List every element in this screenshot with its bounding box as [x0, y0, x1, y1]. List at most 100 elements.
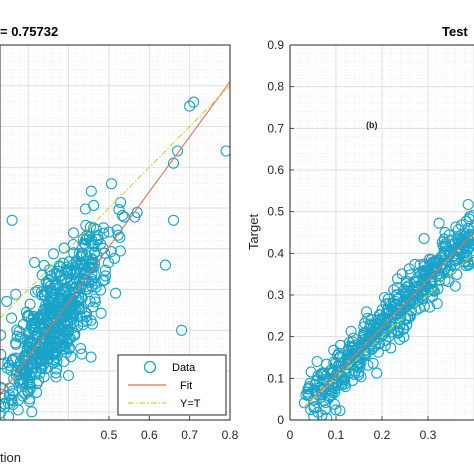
data-point — [115, 196, 127, 208]
data-point — [431, 298, 443, 310]
data-point-outlier — [176, 324, 188, 336]
data-point — [56, 337, 68, 349]
data-point — [102, 257, 115, 269]
data-point — [31, 386, 43, 398]
data-point — [37, 308, 49, 320]
data-point — [28, 324, 40, 336]
data-point — [66, 265, 78, 277]
data-point — [463, 213, 474, 225]
data-point — [88, 240, 100, 252]
data-point — [103, 226, 115, 238]
data-point — [353, 366, 365, 378]
data-point — [99, 270, 112, 282]
data-point — [397, 295, 410, 307]
data-point — [108, 252, 121, 264]
data-point — [32, 284, 44, 297]
data-point — [316, 368, 328, 380]
data-point — [0, 388, 7, 400]
legend-data-label: Data — [172, 362, 196, 374]
data-point — [62, 325, 74, 337]
data-point — [467, 209, 474, 221]
data-point — [40, 276, 52, 288]
panel-a: 0.5 0.6 0.7 0.8 = 0.75732 tion Data Fit Y=T — [0, 24, 239, 465]
data-point — [329, 387, 341, 399]
data-point — [23, 337, 35, 349]
data-point — [10, 352, 22, 364]
y-tick-label: 0.6 — [267, 163, 284, 177]
data-point — [87, 301, 99, 313]
data-point — [379, 339, 391, 351]
data-point — [433, 217, 445, 229]
data-point — [47, 348, 59, 360]
data-point — [403, 263, 415, 275]
data-point — [50, 371, 62, 383]
fit-line — [0, 81, 230, 396]
data-point — [338, 373, 351, 386]
data-point — [358, 321, 370, 333]
data-point — [43, 309, 55, 322]
data-point — [323, 392, 335, 404]
x-tick-label: 0.7 — [181, 428, 198, 442]
data-point — [462, 198, 474, 211]
data-point — [385, 342, 397, 354]
data-point — [418, 265, 430, 277]
data-point — [88, 269, 100, 281]
data-point — [61, 307, 73, 319]
data-point — [360, 306, 373, 318]
legend-yt-label: Y=T — [180, 398, 201, 410]
data-point — [318, 375, 330, 387]
panel-b-ticks: 0 0.1 0.2 0.3 0 0.1 0.2 0.3 0.4 0.5 0.6 0.7 0.8 0.9 — [267, 38, 436, 442]
data-point — [400, 290, 412, 302]
data-point — [71, 265, 83, 277]
data-point — [0, 329, 7, 341]
data-point — [387, 309, 399, 321]
data-point — [116, 210, 128, 222]
data-point — [17, 319, 29, 331]
data-point-outlier — [159, 259, 171, 271]
data-point — [410, 288, 422, 300]
data-point — [334, 405, 346, 417]
data-point — [50, 367, 62, 379]
data-point — [345, 325, 357, 337]
data-point — [334, 339, 347, 351]
data-point — [55, 274, 67, 286]
data-point — [40, 363, 52, 375]
data-point — [105, 178, 118, 190]
data-point — [65, 351, 77, 363]
data-point — [375, 315, 387, 327]
data-point — [77, 316, 89, 328]
data-point — [38, 371, 50, 383]
y-tick-label: 0.4 — [267, 246, 284, 260]
data-point — [113, 204, 125, 216]
data-point — [64, 266, 76, 278]
data-point — [419, 260, 431, 272]
data-point — [80, 219, 92, 231]
data-point — [62, 369, 75, 382]
y-equals-t-line — [303, 252, 474, 408]
data-point — [77, 318, 89, 331]
data-point — [26, 362, 38, 374]
data-point-outlier — [184, 100, 196, 112]
data-point — [84, 295, 96, 307]
data-point — [75, 342, 87, 355]
data-point — [28, 256, 41, 268]
data-point — [76, 248, 88, 260]
data-point — [64, 314, 76, 326]
panel-a-frame — [0, 44, 231, 421]
data-point — [43, 264, 56, 276]
y-tick-label: 0.7 — [267, 121, 284, 135]
data-point — [80, 311, 92, 323]
data-point — [110, 287, 122, 299]
data-point — [303, 390, 315, 402]
legend-data-marker — [143, 360, 157, 374]
data-point — [384, 320, 396, 332]
y-equals-t-line — [0, 85, 230, 319]
data-point — [335, 377, 347, 389]
data-point — [28, 312, 40, 324]
data-point — [438, 233, 450, 245]
data-point — [345, 349, 357, 361]
x-tick-label: 0.1 — [328, 428, 345, 442]
data-point — [53, 312, 66, 324]
x-tick-label: 0.2 — [374, 428, 391, 442]
panel-a-x-label: tion — [0, 450, 21, 465]
